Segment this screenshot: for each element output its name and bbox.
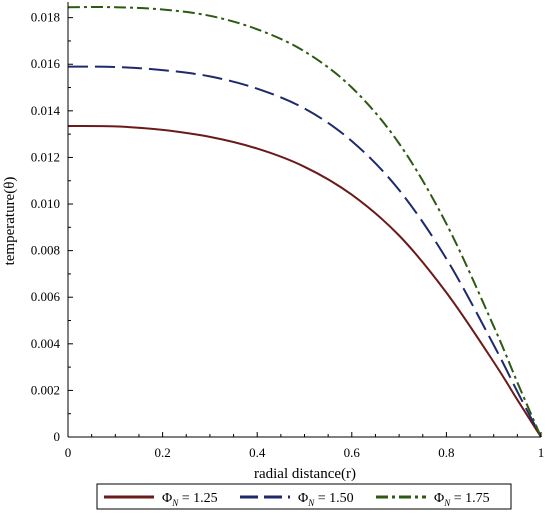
x-axis-title: radial distance(r) <box>254 466 356 482</box>
y-axis-ticks: 0 0.002 0.004 0.006 0.008 0.010 0.012 0.014 0.01… <box>31 10 73 444</box>
y-tick-label: 0.018 <box>31 10 60 25</box>
x-tick-label: 0 <box>65 445 72 460</box>
legend-subscript: N <box>307 498 315 508</box>
legend-subscript: N <box>443 498 451 508</box>
y-tick-label: 0.012 <box>31 149 60 164</box>
y-tick-label: 0.004 <box>31 336 61 351</box>
y-tick-label: 0 <box>54 429 61 444</box>
series-line-2 <box>67 65 542 438</box>
x-tick-label: 0.8 <box>438 445 454 460</box>
legend-label-1: ΦN = 1.25 <box>162 491 218 508</box>
x-tick-label: 0.2 <box>154 445 170 460</box>
legend-frame <box>96 483 512 510</box>
x-tick-label: 0.4 <box>249 445 266 460</box>
y-tick-label: 0.014 <box>31 103 61 118</box>
x-tick-label: 1 <box>538 445 545 460</box>
x-axis-ticks: 0 0.2 0.4 0.6 0.8 1 <box>65 432 545 460</box>
series-line-3 <box>67 6 542 438</box>
legend-subscript: N <box>171 498 179 508</box>
legend-symbol: Φ <box>434 491 444 506</box>
y-tick-label: 0.010 <box>31 196 60 211</box>
legend-value: = 1.50 <box>314 491 353 506</box>
y-axis-title: temperature(θ) <box>2 177 18 266</box>
y-tick-label: 0.002 <box>31 382 60 397</box>
legend-symbol: Φ <box>298 491 308 506</box>
legend: ΦN = 1.25 ΦN = 1.50 ΦN = 1.75 <box>96 483 512 510</box>
legend-symbol: Φ <box>162 491 172 506</box>
legend-value: = 1.25 <box>178 491 217 506</box>
series-line-1 <box>67 125 542 438</box>
legend-label-2: ΦN = 1.50 <box>298 491 354 508</box>
plot-area <box>67 6 542 438</box>
legend-label-3: ΦN = 1.75 <box>434 491 490 508</box>
y-tick-label: 0.006 <box>31 289 61 304</box>
y-tick-label: 0.008 <box>31 243 60 258</box>
y-tick-label: 0.016 <box>31 56 61 71</box>
legend-value: = 1.75 <box>450 491 489 506</box>
x-tick-label: 0.6 <box>344 445 361 460</box>
